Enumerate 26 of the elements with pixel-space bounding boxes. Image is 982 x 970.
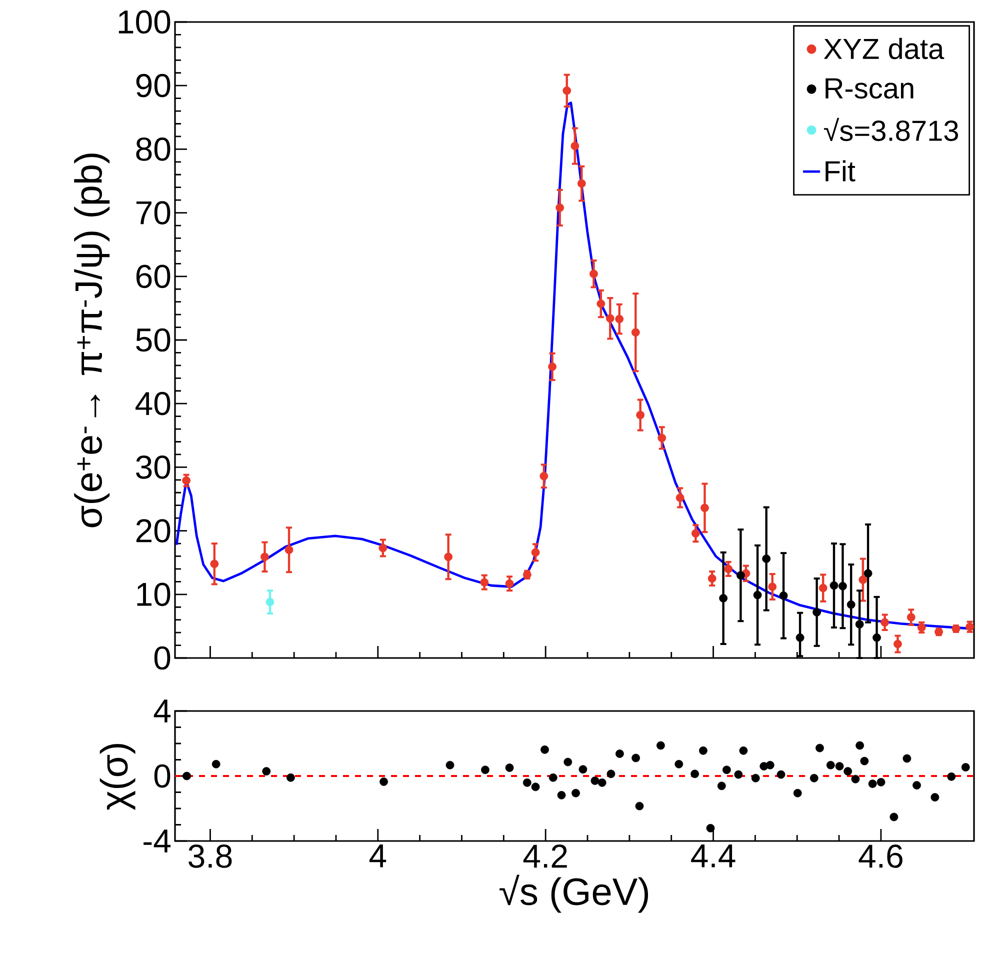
y-tick-label: 100	[118, 10, 170, 34]
y-tick-label: 60	[136, 264, 170, 288]
y-tick-label: 80	[136, 138, 170, 161]
y-tick-label: 10	[137, 582, 170, 606]
x-tick-label: 4.2	[523, 844, 567, 868]
text: σ(e$^{+}$e$^{-}$→ π$^{+}$π$^{-}$J/ψ) (pb)	[74, 154, 110, 528]
x-tick-label: 4.4	[691, 844, 736, 868]
y-tick-label: 30	[136, 456, 170, 479]
x-tick-label: 3.8	[188, 844, 232, 868]
y-tick-label: 20	[136, 519, 170, 542]
y-tick-label: 70	[136, 201, 170, 224]
y-tick-label: 4	[154, 700, 171, 722]
legend-label: Fit	[826, 160, 856, 182]
y-tick-label: 0	[154, 646, 170, 670]
y-tick-label: 90	[136, 74, 170, 98]
legend-label: XYZ data	[824, 38, 944, 60]
y-axis-title: χ(σ)	[100, 744, 136, 810]
y-tick-label: -4	[144, 830, 171, 852]
x-tick-label: 4.6	[858, 844, 902, 868]
y-tick-label: 0	[154, 764, 170, 788]
legend-label: √s=3.8713	[824, 118, 958, 142]
y-tick-label: 50	[136, 328, 170, 352]
legend-label: R-scan	[826, 78, 914, 99]
x-tick-label: 4	[369, 844, 386, 868]
y-tick-label: 40	[136, 392, 170, 416]
x-axis-title: √s (GeV)	[500, 874, 648, 913]
